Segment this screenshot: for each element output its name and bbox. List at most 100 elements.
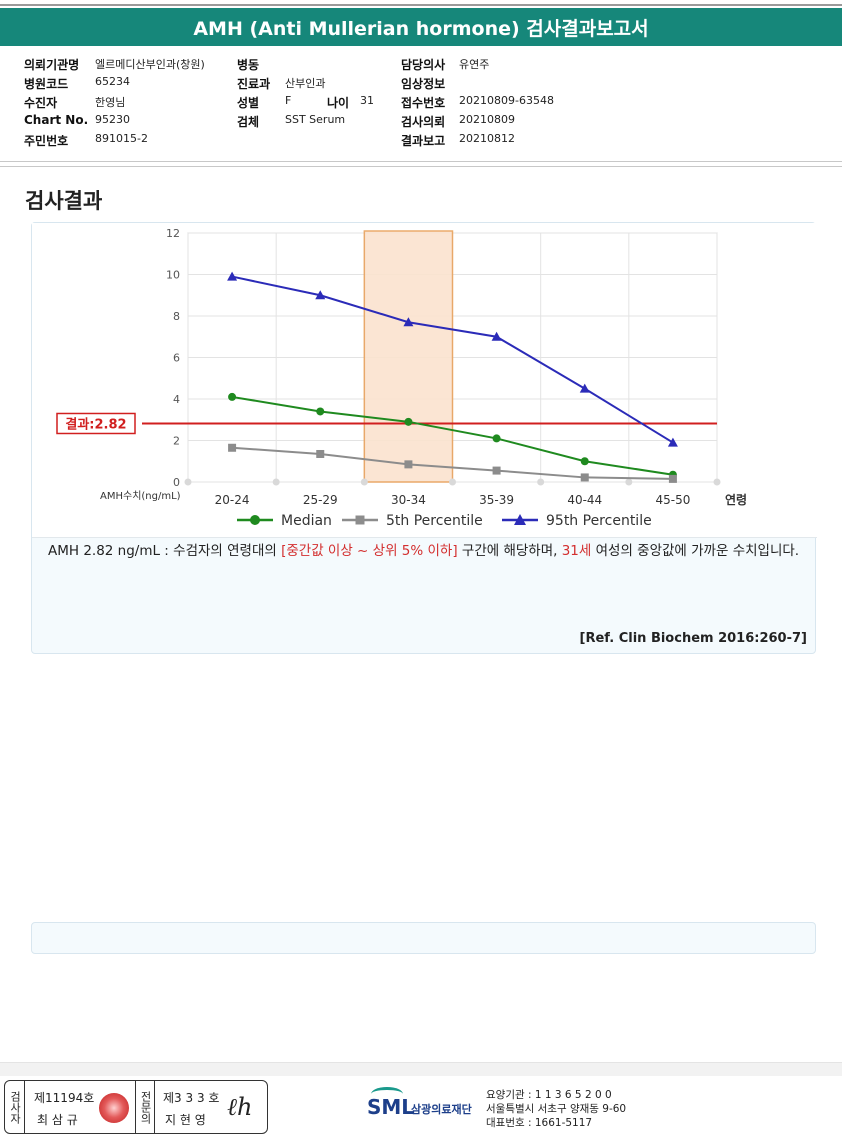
data-point: [668, 474, 677, 483]
series-line: [231, 395, 674, 476]
accession-no-label: 접수번호: [401, 96, 446, 110]
age-label: 나이: [327, 96, 350, 110]
age-value: 31: [360, 94, 374, 107]
doctor-vertical-label: 전문의: [135, 1081, 155, 1133]
info-row: 병원코드 65234 진료과 산부인과 임상정보: [0, 75, 842, 93]
comment-panel: [31, 922, 816, 954]
info-row: Chart No. 95230 검체 SST Serum 검사의뢰 202108…: [0, 113, 842, 131]
x-tick-label: 20-24: [215, 493, 250, 507]
doctor-name: 지 현 영: [165, 1113, 206, 1127]
patient-label: 수진자: [24, 96, 58, 110]
legend-marker: [514, 514, 526, 525]
department-value: 산부인과: [285, 77, 326, 90]
data-point: [580, 457, 589, 466]
interpretation-highlight-range: [중간값 이상 ~ 상위 5% 이하]: [281, 543, 458, 559]
x-axis-dot: [272, 478, 280, 486]
sex-value: F: [285, 94, 292, 107]
x-axis-dot: [360, 478, 368, 486]
sex-label: 성별: [237, 96, 260, 110]
clinical-info-label: 임상정보: [401, 77, 446, 91]
y-tick-label: 12: [166, 227, 180, 240]
data-point: [228, 443, 237, 452]
result-label: 결과:2.82: [65, 416, 126, 432]
report-title-bar: AMH (Anti Mullerian hormone) 검사결과보고서: [0, 8, 842, 46]
header-separator: [0, 161, 842, 167]
x-axis-dot: [449, 478, 456, 486]
x-tick-label: 45-50: [655, 493, 690, 507]
y-tick-label: 2: [173, 435, 180, 448]
org-line-2: 서울특별시 서초구 양재동 9-60: [486, 1103, 627, 1115]
chart-no-label: Chart No.: [24, 113, 89, 127]
report-title: AMH (Anti Mullerian hormone) 검사결과보고서: [193, 17, 649, 40]
signature-box: 검사자 제11194호 최 삼 규 전문의 제3 3 3 호 지 현 영 ℓh: [4, 1080, 268, 1134]
data-point: [228, 392, 237, 401]
doctor-label: 전문의: [139, 1090, 152, 1124]
amh-chart: 0 2 4 6 8 10 12 결과:2.82 20-24 25-29 30-34 35-39 40-4…: [56, 227, 747, 529]
hospital-code-label: 병원코드: [24, 77, 69, 91]
x-tick-label: 25-29: [303, 493, 338, 507]
doctor-label: 담당의사: [401, 58, 446, 72]
chart-area: 0 2 4 6 8 10 12 결과:2.82 20-24 25-29 30-34 35-39 40-4…: [32, 223, 817, 538]
legend-marker: [250, 515, 260, 525]
legend-marker: [355, 515, 365, 525]
report-date-value: 20210812: [459, 132, 515, 145]
x-axis-dot: [537, 478, 545, 486]
logo-text: SML: [367, 1095, 415, 1119]
result-label-box: [56, 412, 136, 435]
y-tick-label: 4: [173, 393, 180, 406]
x-axis-dot: [625, 478, 633, 486]
data-point: [227, 271, 238, 281]
org-line-3: 대표번호 : 1661-5117: [486, 1117, 593, 1129]
organization-info: 요양기관 : 1 1 3 6 5 2 0 0 서울특별시 서초구 양재동 9-6…: [486, 1088, 626, 1130]
info-row: 수진자 한영님 성별 F 나이 31 접수번호 20210809-63548: [0, 94, 842, 112]
legend-label: 5th Percentile: [386, 513, 483, 529]
interpretation-part1: AMH 2.82 ng/mL : 수검자의 연령대의: [48, 543, 282, 559]
interpretation-part3: 여성의 중앙값에 가까운 수치입니다.: [591, 543, 800, 559]
y-tick-label: 8: [173, 310, 180, 323]
data-point: [404, 460, 413, 469]
interpretation-highlight-age: 31세: [561, 543, 592, 559]
patient-info-block: 의뢰기관명 엘르메디산부인과(창원) 병동 담당의사 유연주 병원코드 6523…: [0, 52, 842, 156]
specimen-value: SST Serum: [285, 113, 346, 126]
ward-label: 병동: [237, 58, 260, 72]
reference-citation: [Ref. Clin Biochem 2016:260-7]: [579, 631, 807, 646]
requesting-org-value: 엘르메디산부인과(창원): [95, 58, 205, 71]
result-panel: 0 2 4 6 8 10 12 결과:2.82 20-24 25-29 30-34 35-39 40-4…: [31, 222, 817, 654]
tester-name: 최 삼 규: [37, 1113, 78, 1127]
request-date-label: 검사의뢰: [401, 115, 446, 129]
seal-stamp: [99, 1093, 129, 1123]
handwritten-signature: ℓh: [227, 1093, 253, 1121]
data-point: [667, 437, 678, 447]
logo-arc-icon: [371, 1087, 403, 1101]
hospital-code-value: 65234: [95, 75, 130, 88]
x-axis-unit-label: 연령: [725, 492, 747, 507]
specimen-label: 검체: [237, 115, 260, 129]
series-line: [232, 446, 673, 480]
data-point: [316, 449, 325, 458]
page-top-border: [0, 4, 842, 6]
y-tick-label: 0: [173, 476, 180, 489]
x-tick-label: 30-34: [391, 493, 426, 507]
x-axis-dot: [713, 478, 721, 486]
legend-label: 95th Percentile: [546, 513, 652, 529]
resident-no-value: 891015-2: [95, 132, 148, 145]
doctor-value: 유연주: [459, 58, 490, 71]
info-row: 의뢰기관명 엘르메디산부인과(창원) 병동 담당의사 유연주: [0, 56, 842, 74]
data-point: [404, 417, 413, 426]
interpretation-part2: 구간에 해당하며,: [457, 543, 562, 559]
patient-value: 한영님: [95, 96, 126, 109]
data-point: [492, 434, 501, 443]
y-axis-unit-label: AMH수치(ng/mL): [100, 490, 181, 502]
department-label: 진료과: [237, 77, 271, 91]
resident-no-label: 주민번호: [24, 134, 69, 148]
footer-separator: [0, 1062, 842, 1076]
highlight-band: [363, 230, 454, 483]
org-line-1: 요양기관 : 1 1 3 6 5 2 0 0: [486, 1089, 612, 1101]
data-point: [315, 290, 326, 300]
logo-subtext: 삼광의료재단: [411, 1103, 472, 1116]
tester-label: 검사자: [8, 1090, 22, 1124]
data-point: [403, 317, 414, 327]
data-point: [316, 407, 325, 416]
data-point: [579, 383, 590, 393]
data-point: [492, 466, 501, 475]
